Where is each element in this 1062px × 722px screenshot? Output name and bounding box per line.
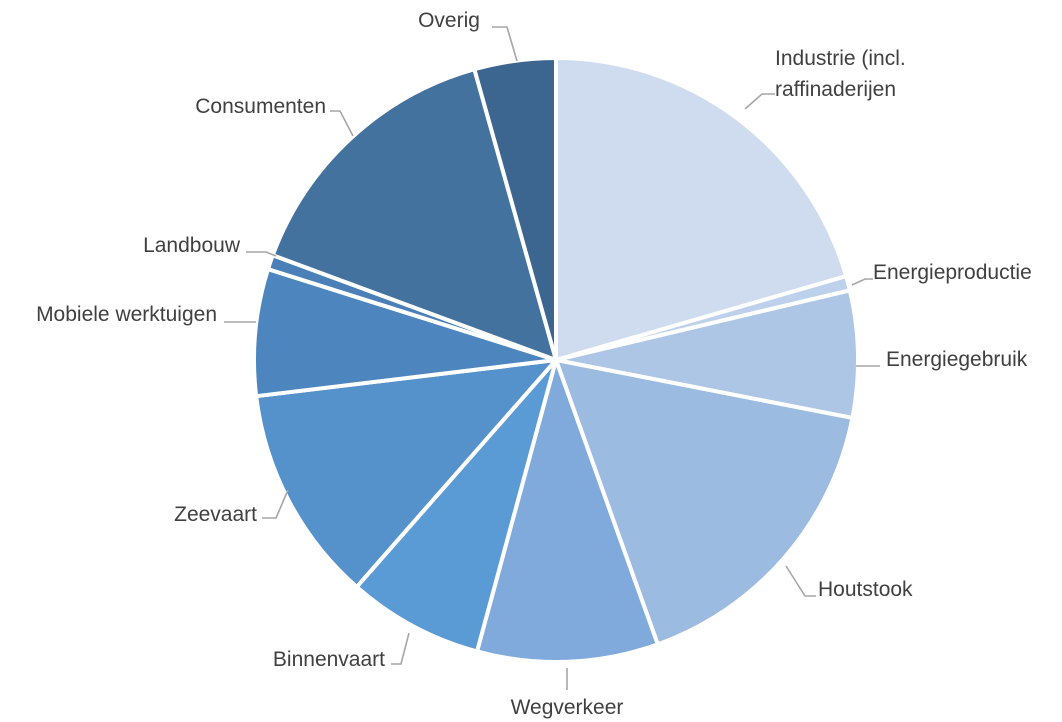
leader-line [391, 632, 410, 665]
slice-label: Houtstook [818, 578, 913, 601]
leader-line [785, 565, 816, 597]
slice-label: Industrie (incl. raffinaderijen [775, 47, 906, 101]
pie-slice [254, 358, 558, 589]
leader-line [851, 278, 873, 286]
slice-label: Overig [418, 9, 480, 32]
slice-label: Landbouw [143, 234, 241, 257]
slice-label: Zeevaart [174, 503, 257, 526]
leader-line [262, 489, 289, 519]
slice-label: Mobiele werktuigen [36, 303, 217, 326]
pie-slice [472, 56, 558, 362]
slice-label: Wegverkeer [511, 696, 624, 719]
pie-slice [270, 67, 558, 362]
leader-line [492, 26, 518, 62]
pie-slice [554, 288, 860, 420]
slice-label: Energieproductie [873, 261, 1032, 284]
pie-slice [554, 56, 849, 362]
leader-line [744, 93, 775, 110]
slice-label: Consumenten [195, 95, 326, 118]
pie-slices [252, 56, 860, 664]
pie-slice [252, 267, 558, 399]
slice-label: Energiegebruik [886, 348, 1028, 371]
pie-slice [354, 358, 558, 654]
leader-lines [224, 26, 880, 690]
leader-line [246, 251, 277, 257]
slice-label: Binnenvaart [273, 648, 385, 671]
pie-slice [554, 358, 855, 647]
pie-slice [475, 358, 660, 664]
slice-labels: Industrie (incl. raffinaderijen Energiepro… [36, 9, 1032, 719]
leader-line [330, 110, 354, 137]
